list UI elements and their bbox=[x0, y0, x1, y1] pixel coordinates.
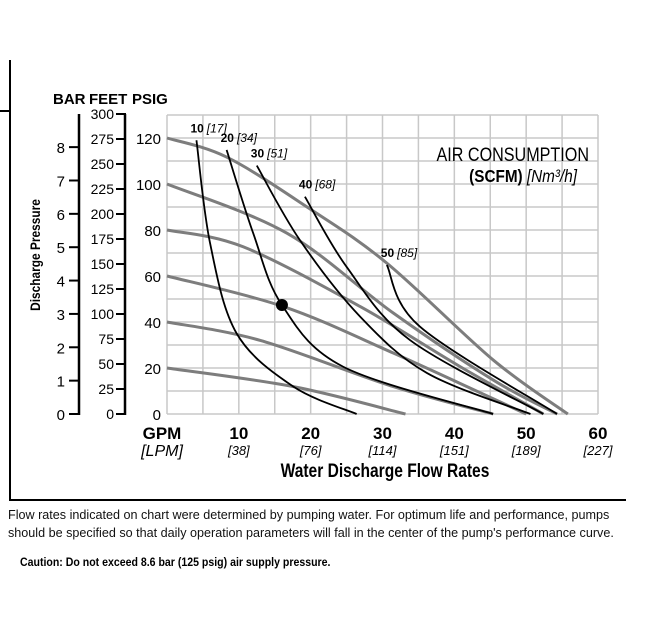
feet-tick: 300 bbox=[91, 106, 115, 122]
feet-tick: 75 bbox=[98, 331, 114, 347]
psig-tick: 60 bbox=[144, 269, 161, 286]
legend-units: (SCFM) [Nm³/h] bbox=[469, 166, 577, 186]
legend-unit-nm3h: [Nm³/h] bbox=[526, 166, 577, 186]
air-curve-20 bbox=[225, 149, 494, 415]
air-curve-40 bbox=[304, 196, 544, 415]
air-curve-30 bbox=[256, 165, 531, 415]
feet-tick: 100 bbox=[91, 306, 115, 322]
x-tick-lpm: [38] bbox=[227, 443, 250, 458]
air-curve-label-20: 20 [34] bbox=[221, 131, 258, 145]
feet-tick: 275 bbox=[91, 131, 115, 147]
feet-header: FEET bbox=[89, 91, 127, 108]
psig-header: PSIG bbox=[132, 91, 168, 108]
feet-tick: 125 bbox=[91, 281, 115, 297]
x-tick-gpm: 40 bbox=[445, 424, 464, 443]
x-tick-lpm: [227] bbox=[583, 443, 613, 458]
pressure-curve-60 bbox=[166, 274, 527, 416]
pressure-curve-80 bbox=[166, 228, 545, 416]
air-curve-label-50: 50 [85] bbox=[381, 246, 418, 260]
air-curve-10 bbox=[195, 140, 357, 415]
x-tick-lpm: [189] bbox=[511, 443, 541, 458]
air-curve-nm3h: [17] bbox=[206, 121, 228, 135]
x-unit-gpm: GPM bbox=[143, 424, 182, 443]
axes: 10[38]20[76]30[114]40[151]50[189]60[227]… bbox=[57, 106, 613, 458]
x-tick-lpm: [151] bbox=[439, 443, 469, 458]
footnote: Flow rates indicated on chart were deter… bbox=[8, 508, 614, 540]
air-curve-scfm: 40 bbox=[299, 178, 313, 192]
feet-tick: 225 bbox=[91, 181, 115, 197]
air-consumption-curves bbox=[195, 140, 558, 415]
bar-tick: 6 bbox=[57, 207, 65, 224]
feet-tick: 175 bbox=[91, 231, 115, 247]
air-consumption-legend: AIR CONSUMPTION (SCFM) [Nm³/h] bbox=[437, 144, 589, 187]
x-tick-gpm: 60 bbox=[589, 424, 608, 443]
bar-tick: 2 bbox=[57, 340, 65, 357]
psig-tick: 80 bbox=[144, 223, 161, 240]
psig-tick: 40 bbox=[144, 315, 161, 332]
bar-tick: 7 bbox=[57, 173, 65, 190]
air-curve-scfm: 20 bbox=[221, 131, 235, 145]
air-curve-nm3h: [34] bbox=[236, 131, 258, 145]
air-curve-nm3h: [51] bbox=[266, 147, 288, 161]
legend-title: AIR CONSUMPTION bbox=[437, 144, 589, 166]
chart-frame bbox=[0, 60, 626, 501]
operating-point-marker bbox=[275, 298, 288, 311]
x-tick-gpm: 20 bbox=[301, 424, 320, 443]
y-axis-title: Discharge Pressure bbox=[27, 199, 43, 311]
feet-tick: 200 bbox=[91, 206, 115, 222]
bar-tick: 3 bbox=[57, 307, 65, 324]
bar-tick: 1 bbox=[57, 374, 65, 391]
air-curve-scfm: 50 bbox=[381, 246, 395, 260]
bar-tick: 0 bbox=[57, 407, 65, 424]
air-curve-scfm: 10 bbox=[190, 121, 204, 135]
curve-labels: 10 [17]20 [34] 30 [51] 40 [68] 50 [85] bbox=[190, 121, 417, 260]
bar-tick: 5 bbox=[57, 240, 65, 257]
pressure-curve-120 bbox=[166, 136, 569, 416]
bar-header: BAR bbox=[53, 91, 86, 108]
air-curve-50 bbox=[385, 264, 558, 415]
feet-tick: 250 bbox=[91, 156, 115, 172]
air-curve-label-10: 10 [17] bbox=[190, 121, 227, 135]
psig-tick: 0 bbox=[153, 407, 161, 424]
x-axis-title: Water Discharge Flow Rates bbox=[281, 460, 490, 482]
bar-tick: 8 bbox=[57, 140, 65, 157]
air-curve-label-30: 30 [51] bbox=[251, 147, 288, 161]
psig-tick: 20 bbox=[144, 361, 161, 378]
feet-tick: 0 bbox=[106, 406, 114, 422]
psig-tick: 100 bbox=[136, 177, 161, 194]
legend-unit-scfm: (SCFM) bbox=[469, 166, 522, 186]
feet-tick: 25 bbox=[98, 381, 114, 397]
air-curve-label-40: 40 [68] bbox=[299, 178, 336, 192]
x-tick-gpm: 30 bbox=[373, 424, 392, 443]
bar-tick: 4 bbox=[57, 274, 65, 291]
air-curve-nm3h: [68] bbox=[314, 178, 336, 192]
pressure-curve-100 bbox=[166, 182, 558, 416]
caution-text: Caution: Do not exceed 8.6 bar (125 psig… bbox=[20, 555, 331, 569]
feet-tick: 50 bbox=[98, 356, 114, 372]
x-tick-gpm: 10 bbox=[229, 424, 248, 443]
x-tick-gpm: 50 bbox=[517, 424, 536, 443]
x-tick-lpm: [114] bbox=[368, 443, 397, 458]
air-curve-nm3h: [85] bbox=[396, 246, 418, 260]
x-unit-lpm: [LPM] bbox=[140, 443, 183, 460]
psig-tick: 120 bbox=[136, 131, 161, 148]
feet-tick: 150 bbox=[91, 256, 115, 272]
x-tick-lpm: [76] bbox=[299, 443, 322, 458]
air-curve-scfm: 30 bbox=[251, 147, 265, 161]
